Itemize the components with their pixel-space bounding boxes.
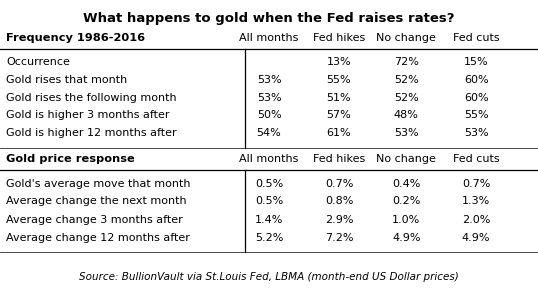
Text: No change: No change — [376, 154, 436, 164]
Text: 0.5%: 0.5% — [255, 178, 283, 189]
Text: 57%: 57% — [327, 110, 351, 120]
Text: All months: All months — [239, 33, 299, 44]
Text: 60%: 60% — [464, 75, 489, 85]
Text: 7.2%: 7.2% — [325, 233, 353, 243]
Text: 53%: 53% — [394, 128, 419, 138]
Text: No change: No change — [376, 33, 436, 44]
Text: Gold rises that month: Gold rises that month — [6, 75, 128, 85]
Text: 0.7%: 0.7% — [325, 178, 353, 189]
Text: 0.4%: 0.4% — [392, 178, 420, 189]
Text: 55%: 55% — [464, 110, 489, 120]
Text: All months: All months — [239, 154, 299, 164]
Text: 52%: 52% — [394, 75, 419, 85]
Text: 50%: 50% — [257, 110, 281, 120]
Text: 1.4%: 1.4% — [255, 215, 283, 225]
Text: Average change 12 months after: Average change 12 months after — [6, 233, 190, 243]
Text: 0.8%: 0.8% — [325, 196, 353, 206]
Text: 51%: 51% — [327, 93, 351, 103]
Text: 1.0%: 1.0% — [392, 215, 420, 225]
Text: Gold price response: Gold price response — [6, 154, 135, 164]
Text: 72%: 72% — [394, 57, 419, 67]
Text: 2.9%: 2.9% — [325, 215, 353, 225]
Text: 5.2%: 5.2% — [255, 233, 283, 243]
Text: 0.7%: 0.7% — [462, 178, 490, 189]
Text: 60%: 60% — [464, 93, 489, 103]
Text: 0.5%: 0.5% — [255, 196, 283, 206]
Text: 54%: 54% — [257, 128, 281, 138]
Text: 15%: 15% — [464, 57, 489, 67]
Text: 1.3%: 1.3% — [462, 196, 490, 206]
Text: Frequency 1986-2016: Frequency 1986-2016 — [6, 33, 146, 44]
Text: Average change 3 months after: Average change 3 months after — [6, 215, 183, 225]
Text: 0.2%: 0.2% — [392, 196, 420, 206]
Text: Fed cuts: Fed cuts — [453, 154, 499, 164]
Text: Occurrence: Occurrence — [6, 57, 70, 67]
Text: 48%: 48% — [394, 110, 419, 120]
Text: 61%: 61% — [327, 128, 351, 138]
Text: 2.0%: 2.0% — [462, 215, 490, 225]
Text: Source:: Source: — [0, 295, 1, 296]
Text: 4.9%: 4.9% — [392, 233, 420, 243]
Text: Fed hikes: Fed hikes — [313, 33, 365, 44]
Text: Gold's average move that month: Gold's average move that month — [6, 178, 191, 189]
Text: Source: BullionVault via St.Louis Fed, LBMA (month-end US Dollar prices): Source: BullionVault via St.Louis Fed, L… — [0, 295, 1, 296]
Text: 4.9%: 4.9% — [462, 233, 490, 243]
Text: 53%: 53% — [257, 75, 281, 85]
Text: 13%: 13% — [327, 57, 351, 67]
Text: Fed cuts: Fed cuts — [453, 33, 499, 44]
Text: Gold is higher 3 months after: Gold is higher 3 months after — [6, 110, 170, 120]
Text: Fed hikes: Fed hikes — [313, 154, 365, 164]
Text: Gold rises the following month: Gold rises the following month — [6, 93, 177, 103]
Text: 53%: 53% — [257, 93, 281, 103]
Text: Average change the next month: Average change the next month — [6, 196, 187, 206]
Text: Source: BullionVault via St.Louis Fed, LBMA (month-end US Dollar prices): Source: BullionVault via St.Louis Fed, L… — [79, 272, 459, 282]
Text: What happens to gold when the Fed raises rates?: What happens to gold when the Fed raises… — [83, 12, 455, 25]
Text: 55%: 55% — [327, 75, 351, 85]
Text: 53%: 53% — [464, 128, 489, 138]
Text: Gold is higher 12 months after: Gold is higher 12 months after — [6, 128, 177, 138]
Text: 52%: 52% — [394, 93, 419, 103]
